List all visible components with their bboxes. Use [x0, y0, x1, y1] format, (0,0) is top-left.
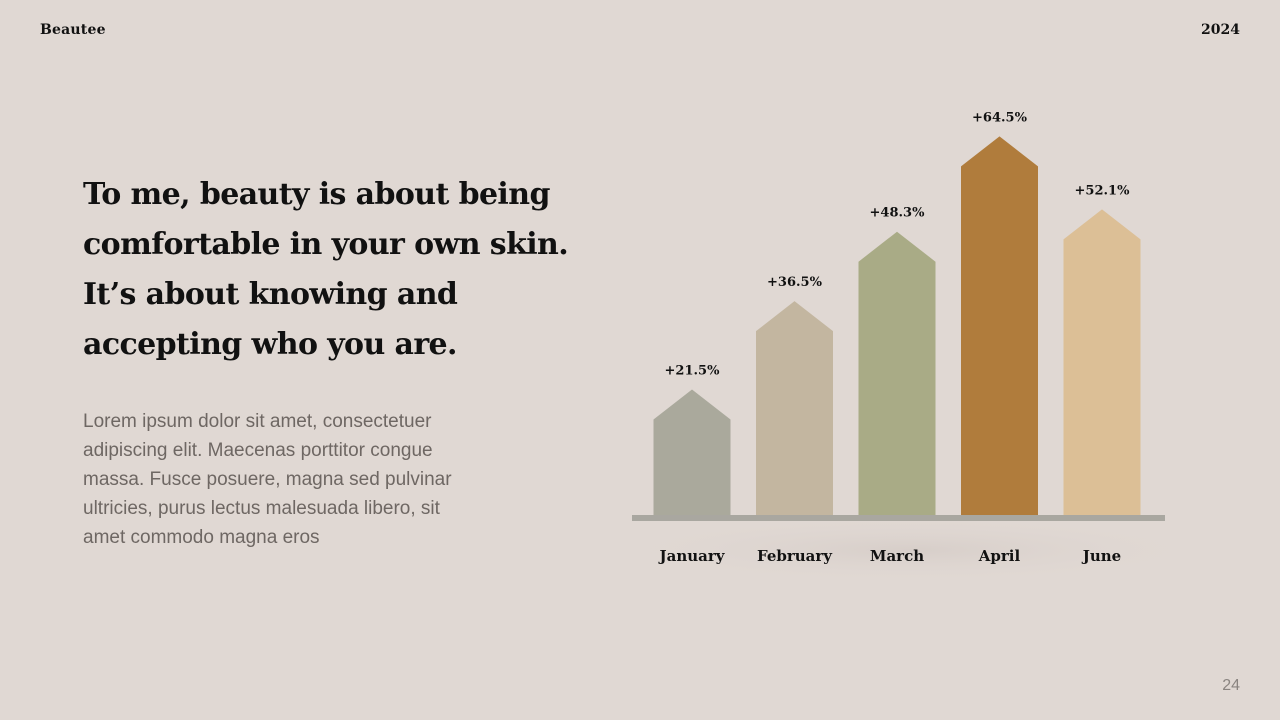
category-label-january: January	[658, 547, 726, 565]
category-label-april: April	[978, 547, 1021, 565]
brand-name: Beautee	[40, 22, 106, 38]
bar-april	[961, 136, 1038, 516]
data-label-april: +64.5%	[972, 110, 1028, 125]
body-paragraph: Lorem ipsum dolor sit amet, consectetuer…	[83, 411, 452, 548]
bar-june	[1063, 209, 1141, 516]
quote-heading: To me, beauty is about being comfortable…	[83, 177, 569, 362]
bar-february	[756, 301, 833, 516]
category-label-june: June	[1081, 547, 1121, 565]
chart-floor-shadow	[600, 516, 1220, 584]
bar-january	[653, 389, 731, 516]
bar-march	[858, 231, 936, 516]
data-label-march: +48.3%	[870, 206, 926, 221]
category-label-march: March	[870, 547, 924, 565]
data-label-january: +21.5%	[665, 363, 721, 378]
page-number: 24	[1222, 677, 1240, 694]
data-label-june: +52.1%	[1075, 183, 1131, 198]
header-year: 2024	[1201, 22, 1240, 38]
chart-baseline	[632, 515, 1165, 521]
category-label-february: February	[757, 547, 833, 565]
data-label-february: +36.5%	[767, 275, 823, 290]
